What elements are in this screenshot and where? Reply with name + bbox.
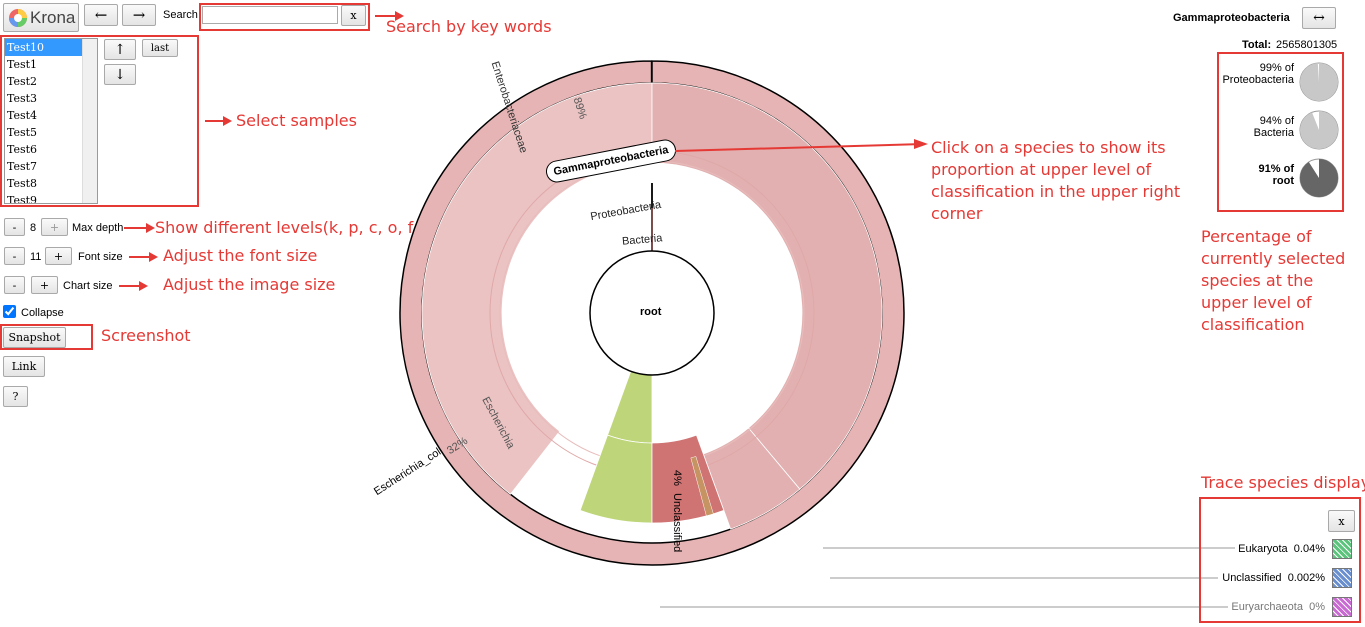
- collapse-label: Collapse: [21, 307, 64, 319]
- annotation-screenshot: Screenshot: [101, 326, 191, 345]
- trace-item-euryarchaeota[interactable]: Euryarchaeota 0%: [1231, 601, 1325, 613]
- list-item[interactable]: Test10: [5, 39, 97, 56]
- list-item[interactable]: Test2: [7, 75, 38, 88]
- annotation-font: Adjust the font size: [163, 246, 318, 265]
- max-depth-plus-button[interactable]: +: [41, 218, 68, 236]
- proteobacteria-label[interactable]: Proteobacteria: [589, 198, 663, 224]
- root-label[interactable]: root: [640, 306, 662, 318]
- snapshot-button[interactable]: Snapshot: [3, 327, 66, 348]
- wedge-escherichia-coli[interactable]: [421, 82, 653, 495]
- wedge-gamma-slice[interactable]: [702, 427, 801, 530]
- search-label: Search: [163, 9, 198, 21]
- max-depth-label: Max depth: [72, 222, 124, 234]
- sample-list-scrollbar[interactable]: [82, 39, 97, 203]
- trace-highlight: [1199, 497, 1361, 623]
- trace-swatch-unclassified: [1332, 568, 1352, 588]
- trace-item-unclassified[interactable]: Unclassified 0.002%: [1222, 572, 1325, 584]
- annotation-trace: Trace species display: [1201, 473, 1365, 492]
- pie-slice: [1300, 63, 1338, 101]
- samples-highlight: [0, 35, 199, 207]
- chart-size-plus-button[interactable]: +: [31, 276, 58, 294]
- help-button[interactable]: ?: [3, 386, 28, 407]
- unclassified-pct: 4%: [671, 470, 683, 486]
- ecoli-label[interactable]: Escherichia_coli: [372, 444, 446, 499]
- list-item[interactable]: Test8: [7, 177, 38, 190]
- pie-slice: [1300, 159, 1338, 197]
- sample-last-button[interactable]: last: [142, 39, 178, 57]
- back-button[interactable]: ←: [84, 4, 118, 26]
- trace-swatch-euryarchaeota: [1332, 597, 1352, 617]
- ancestors-highlight: [1217, 52, 1344, 212]
- font-size-value: 11: [30, 251, 42, 263]
- wedge-gamma-rest[interactable]: [651, 82, 883, 490]
- wedge-unclassified-outer[interactable]: [579, 434, 653, 524]
- annotation-click: Click on a species to show its proportio…: [931, 138, 1181, 223]
- list-item[interactable]: Test6: [7, 143, 38, 156]
- search-highlight: [199, 3, 370, 31]
- pie-bacteria: [1299, 110, 1339, 150]
- annotation-samples: Select samples: [236, 111, 357, 130]
- escherichia-label[interactable]: Escherichia: [479, 395, 517, 451]
- font-size-label: Font size: [78, 251, 123, 263]
- krona-logo-text: Krona: [30, 7, 76, 27]
- wedge-minor[interactable]: [690, 456, 714, 517]
- sample-up-button[interactable]: ↑: [104, 39, 136, 60]
- list-item[interactable]: Test3: [7, 92, 38, 105]
- collapse-checkbox[interactable]: [3, 305, 16, 318]
- max-depth-minus-button[interactable]: -: [4, 218, 25, 236]
- entero-label[interactable]: Enterobacteriaceae: [488, 60, 530, 155]
- krona-logo-icon: [9, 8, 27, 27]
- sample-down-button[interactable]: ↓: [104, 64, 136, 85]
- font-size-plus-button[interactable]: +: [45, 247, 72, 265]
- ancestor-bacteria: 94% of Bacteria: [1253, 115, 1294, 139]
- bacteria-label[interactable]: Bacteria: [621, 232, 663, 248]
- ecoli-pct: 32%: [445, 435, 471, 458]
- search-input[interactable]: [202, 6, 338, 24]
- ancestor-proteobacteria: 99% of Proteobacteria: [1222, 62, 1294, 86]
- krona-logo[interactable]: Krona: [3, 3, 79, 32]
- total-label: Total:: [1242, 39, 1272, 51]
- annotation-image: Adjust the image size: [163, 275, 336, 294]
- sample-list[interactable]: Test10 Test1 Test2 Test3 Test4 Test5 Tes…: [4, 38, 98, 204]
- max-depth-value: 8: [30, 222, 37, 234]
- annotation-levels: Show different levels(k, p, c, o, f, g): [155, 218, 440, 237]
- pie-root: [1299, 158, 1339, 198]
- chart-size-label: Chart size: [63, 280, 113, 292]
- list-item[interactable]: Test7: [7, 160, 38, 173]
- wedge-unclassified[interactable]: [607, 368, 653, 444]
- entero-pct: 89%: [570, 96, 589, 121]
- unclassified-label[interactable]: Unclassified: [671, 493, 683, 553]
- search-clear-button[interactable]: x: [341, 5, 366, 26]
- annotation-percentage: Percentage of currently selected species…: [1201, 227, 1346, 334]
- list-item[interactable]: Test5: [7, 126, 38, 139]
- total-value: 2565801305: [1276, 39, 1338, 51]
- font-size-minus-button[interactable]: -: [4, 247, 25, 265]
- gamma-label[interactable]: Gammaproteobacteria: [544, 137, 678, 185]
- search-arrow: [375, 15, 395, 17]
- trace-swatch-eukaryota: [1332, 539, 1352, 559]
- list-item[interactable]: Test9: [7, 194, 38, 204]
- trace-close-button[interactable]: x: [1328, 510, 1355, 532]
- details-swap-button[interactable]: ↔: [1302, 7, 1336, 29]
- list-item[interactable]: Test1: [7, 58, 38, 71]
- annotation-search: Search by key words: [386, 17, 552, 36]
- forward-button[interactable]: →: [122, 4, 156, 26]
- pie-proteobacteria: [1299, 62, 1339, 102]
- list-item[interactable]: Test4: [7, 109, 38, 122]
- wedge-other-bacteria[interactable]: [651, 434, 725, 524]
- details-title: Gammaproteobacteria: [1173, 12, 1290, 24]
- snapshot-highlight: [0, 324, 93, 350]
- pie-slice: [1300, 111, 1338, 149]
- ancestor-root: 91% of root: [1258, 163, 1294, 187]
- link-button[interactable]: Link: [3, 356, 45, 377]
- trace-item-eukaryota[interactable]: Eukaryota 0.04%: [1238, 543, 1325, 555]
- chart-size-minus-button[interactable]: -: [4, 276, 25, 294]
